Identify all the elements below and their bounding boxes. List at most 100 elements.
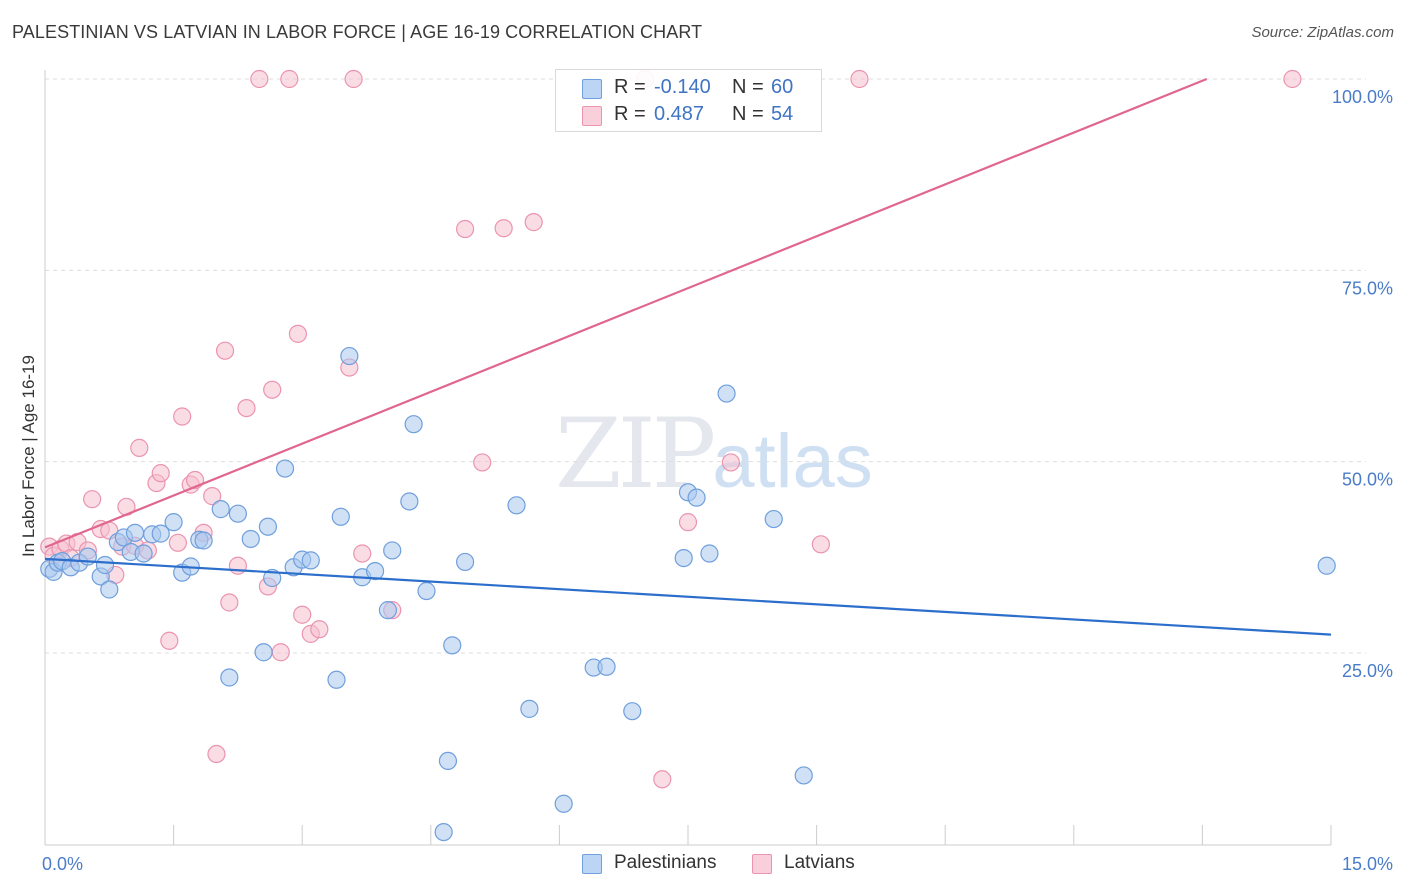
palestinians-point: [764, 509, 783, 529]
palestinians-point: [404, 415, 423, 434]
source-label: Source: ZipAtlas.com: [1251, 24, 1394, 41]
latvians-point: [455, 219, 475, 239]
legend-swatch-palestinians: [582, 854, 602, 874]
legend-r-value: 0.487: [654, 103, 705, 125]
latvians-point: [168, 533, 187, 552]
palestinians-point: [275, 459, 295, 478]
palestinians-point: [331, 507, 350, 526]
palestinians-point: [434, 822, 453, 842]
latvians-point: [653, 770, 672, 789]
latvians-point: [850, 69, 869, 89]
palestinians-trend-line: [44, 557, 1332, 636]
trend-lines: [44, 77, 1332, 636]
latvians-point: [151, 464, 170, 483]
palestinians-point: [254, 643, 273, 662]
legend-n-value: 54: [771, 103, 794, 125]
legend-swatch-latvians: [582, 106, 602, 126]
palestinians-point: [674, 548, 693, 568]
latvians-point: [237, 398, 256, 418]
latvians-point: [203, 487, 222, 506]
palestinians-point: [220, 668, 239, 687]
legend-n-label: N =: [732, 76, 764, 98]
x-tick-label: 0.0%: [42, 854, 83, 874]
latvians-point: [220, 593, 239, 612]
legend-swatch-palestinians: [582, 79, 602, 99]
latvians-point: [473, 453, 492, 472]
legend-row-palestinians: R = -0.140 N = 60: [556, 74, 821, 102]
latvians-point: [228, 556, 247, 575]
chart-title: PALESTINIAN VS LATVIAN IN LABOR FORCE | …: [12, 22, 703, 42]
palestinians-point: [1317, 556, 1336, 575]
y-tick-label: 50.0%: [1342, 470, 1393, 490]
latvians-point: [721, 453, 740, 472]
latvians-point: [215, 341, 235, 360]
palestinians-point: [378, 601, 398, 620]
palestinians-point: [263, 568, 282, 588]
palestinians-point: [340, 346, 359, 366]
palestinians-point: [151, 524, 170, 543]
palestinians-point: [134, 544, 153, 563]
palestinians-point: [520, 699, 539, 718]
y-axis-label: In Labor Force | Age 16-19: [19, 355, 38, 557]
y-tick-label: 25.0%: [1342, 661, 1393, 681]
palestinians-point: [623, 702, 642, 721]
tick-labels: 25.0% 50.0% 75.0% 100.0% 0.0% 15.0%: [42, 87, 1393, 874]
palestinians-point: [211, 500, 230, 519]
palestinians-point: [365, 562, 385, 581]
latvians-point: [288, 324, 308, 343]
latvians-point: [173, 407, 192, 426]
palestinians-point: [194, 531, 213, 550]
legend-n-value: 60: [771, 76, 794, 98]
latvians-point: [250, 69, 269, 89]
legend-r-label: R =: [614, 103, 646, 125]
latvians-point: [130, 438, 149, 457]
palestinians-point: [554, 794, 573, 813]
latvians-point: [1283, 69, 1302, 89]
latvians-point: [293, 605, 312, 624]
latvians-point: [811, 535, 830, 554]
palestinians-point: [95, 555, 115, 575]
legend-swatch-latvians: [752, 854, 772, 874]
latvians-point: [280, 69, 299, 89]
latvians-point: [271, 643, 290, 662]
palestinians-point: [597, 657, 616, 676]
latvians-trend-line: [44, 77, 1208, 549]
correlation-legend: R = -0.140 N = 60 R = 0.487 N = 54: [555, 69, 822, 132]
palestinians-point: [327, 670, 346, 689]
y-tick-label: 75.0%: [1342, 278, 1393, 298]
palestinians-point: [400, 492, 419, 511]
palestinians-point: [301, 551, 320, 570]
palestinians-point: [507, 496, 526, 515]
legend-label-latvians: Latvians: [784, 852, 855, 873]
latvians-point: [494, 219, 513, 238]
palestinians-point: [164, 513, 183, 532]
axes: [44, 70, 1332, 846]
latvians-point: [263, 380, 282, 399]
latvians-point: [344, 69, 363, 89]
palestinians-point: [717, 384, 736, 403]
palestinians-point: [228, 504, 247, 523]
legend-r-label: R =: [614, 76, 646, 98]
palestinians-point: [241, 529, 260, 549]
latvians-point: [524, 213, 543, 232]
palestinians-point: [700, 544, 719, 563]
latvians-point: [310, 620, 329, 639]
palestinians-points: [40, 346, 1336, 842]
latvians-point: [83, 490, 102, 509]
palestinians-point: [794, 766, 813, 785]
legend-row-latvians: R = 0.487 N = 54: [556, 101, 821, 129]
latvians-point: [160, 631, 179, 650]
x-tick-label: 15.0%: [1342, 854, 1393, 874]
latvians-point: [678, 513, 698, 532]
palestinians-point: [443, 636, 462, 655]
legend-n-label: N =: [732, 103, 764, 125]
palestinians-point: [438, 751, 458, 771]
legend-r-value: -0.140: [654, 76, 711, 98]
palestinians-point: [687, 488, 706, 507]
latvians-point: [353, 544, 372, 563]
palestinians-point: [125, 523, 145, 542]
palestinians-point: [258, 517, 278, 536]
y-tick-label: 100.0%: [1332, 87, 1393, 107]
palestinians-point: [383, 541, 402, 560]
